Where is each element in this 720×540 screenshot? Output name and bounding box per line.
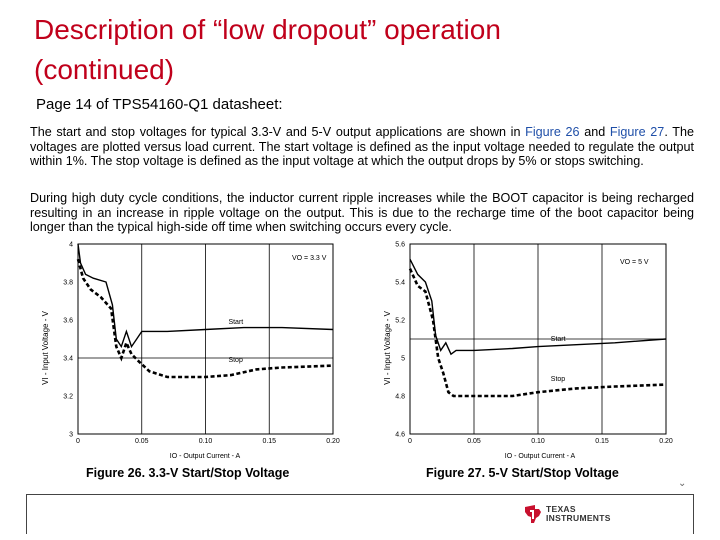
fig26-xtick-label: 0.10 (199, 438, 213, 445)
paragraph-start-stop: The start and stop voltages for typical … (30, 125, 694, 169)
ti-logo-line1: TEXAS (546, 504, 576, 514)
title-line-2: (continued) (34, 54, 175, 85)
figure-27-link[interactable]: Figure 27 (609, 125, 665, 139)
fig27-ytick-label: 5.6 (395, 242, 405, 249)
fig26-xlabel: IO - Output Current - A (170, 453, 241, 460)
figure-26-caption: Figure 26. 3.3-V Start/Stop Voltage (86, 466, 290, 480)
fig27-xtick-label: 0.05 (467, 438, 481, 445)
fig27-stop-line (408, 268, 667, 398)
figure-27-caption: Figure 27. 5-V Start/Stop Voltage (426, 466, 619, 480)
fig26-ytick-label: 4 (69, 242, 73, 249)
fig26-stop-line (76, 258, 334, 379)
ti-logo-line2: INSTRUMENTS (546, 513, 611, 523)
title-line-1: Description of “low dropout” operation (34, 14, 501, 45)
fig27-xtick-label: 0 (408, 438, 412, 445)
figure-26-link[interactable]: Figure 26 (525, 125, 580, 139)
fig27-ytick-label: 5.4 (395, 280, 405, 287)
p1-text-b: . The voltages are plotted versus load c… (30, 125, 694, 169)
fig26-ytick-label: 3.4 (63, 356, 73, 363)
fig27-start-label: Start (551, 336, 566, 343)
figure-27-chart: VI - Input Voltage - V IO - Output Curre… (383, 242, 673, 461)
fig26-ytick-label: 3.6 (63, 318, 73, 325)
fig26-xtick-label: 0.15 (262, 438, 276, 445)
figure-26-chart: VI - Input Voltage - V IO - Output Curre… (41, 242, 340, 461)
footer-left-border (26, 494, 27, 534)
fig27-stop-label: Stop (551, 376, 566, 383)
chevron-down-icon: ⌄ (678, 478, 687, 489)
fig27-ylabel: VI - Input Voltage - V (383, 310, 392, 384)
paragraph-duty-cycle: During high duty cycle conditions, the i… (30, 191, 694, 235)
p1-and: and (579, 125, 610, 139)
slide-title: Description of “low dropout” operation (… (34, 10, 694, 90)
footer-right-border (693, 494, 694, 534)
fig26-ytick-label: 3.2 (63, 394, 73, 401)
ti-logo-icon (525, 505, 541, 523)
fig26-xtick-label: 0 (76, 438, 80, 445)
fig27-ytick-label: 5.2 (395, 318, 405, 325)
slide-subtitle: Page 14 of TPS54160-Q1 datasheet: (36, 96, 283, 113)
fig27-xlabel: IO - Output Current - A (505, 453, 576, 460)
fig27-ytick-label: 4.8 (395, 394, 405, 401)
fig26-ytick-label: 3 (69, 432, 73, 439)
fig27-xtick-label: 0.10 (531, 438, 545, 445)
fig26-annotation: VO = 3.3 V (292, 255, 327, 262)
fig27-xtick-label: 0.15 (595, 438, 609, 445)
fig26-stop-label: Stop (228, 357, 243, 364)
fig26-ylabel: VI - Input Voltage - V (41, 310, 50, 384)
fig27-ytick-label: 4.6 (395, 432, 405, 439)
fig27-xtick-label: 0.20 (659, 438, 673, 445)
fig26-start-label: Start (228, 319, 243, 326)
fig26-xtick-label: 0.20 (326, 438, 340, 445)
fig26-xtick-label: 0.05 (135, 438, 149, 445)
fig27-annotation: VO = 5 V (620, 259, 649, 266)
fig27-start-line (409, 258, 667, 356)
footer-divider (26, 494, 694, 495)
ti-logo-text: TEXAS INSTRUMENTS (546, 505, 611, 523)
fig27-ytick-label: 5 (401, 356, 405, 363)
fig26-ytick-label: 3.8 (63, 280, 73, 287)
p1-text-a: The start and stop voltages for typical … (30, 125, 526, 139)
fig26-start-line (77, 243, 334, 349)
